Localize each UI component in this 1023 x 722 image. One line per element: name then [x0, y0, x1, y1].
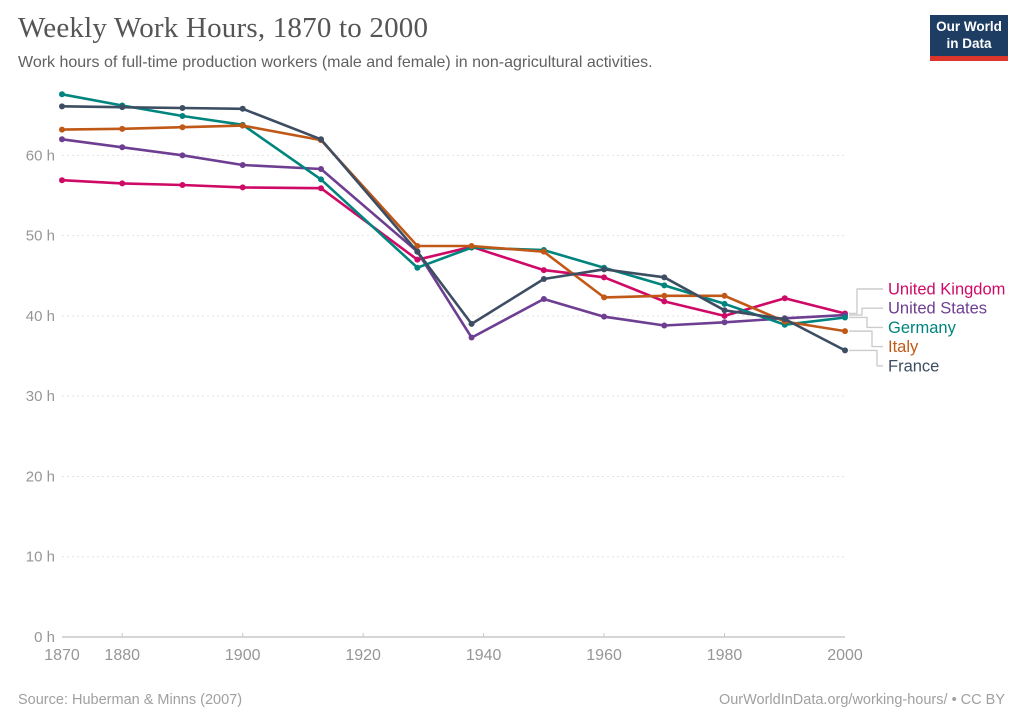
y-axis-label-40h: 40 h [26, 308, 55, 325]
legend-label-italy[interactable]: Italy [888, 338, 919, 356]
data-point-france-1950[interactable] [540, 275, 547, 282]
data-point-united-states-1960[interactable] [601, 313, 608, 320]
chart-subtitle: Work hours of full-time production worke… [18, 54, 653, 71]
legend-label-united-kingdom[interactable]: United Kingdom [888, 281, 1005, 299]
data-point-france-1990[interactable] [781, 316, 788, 323]
data-point-united-kingdom-1880[interactable] [119, 180, 126, 187]
data-point-united-kingdom-1890[interactable] [179, 182, 186, 189]
data-point-germany-1870[interactable] [59, 91, 65, 98]
data-point-germany-1929[interactable] [414, 264, 421, 271]
data-point-united-kingdom-1960[interactable] [601, 274, 608, 281]
series-line-united-kingdom[interactable] [60, 178, 847, 318]
data-point-italy-1950[interactable] [540, 248, 547, 255]
data-point-united-kingdom-1990[interactable] [781, 295, 788, 302]
owid-logo-accent-bar [930, 56, 1008, 61]
data-point-united-states-1870[interactable] [59, 136, 65, 143]
data-point-germany-1970[interactable] [661, 282, 668, 289]
data-point-germany-1913[interactable] [317, 176, 324, 183]
data-point-united-states-1890[interactable] [179, 152, 186, 159]
x-axis-label-1870: 1870 [44, 647, 80, 664]
data-point-france-1913[interactable] [317, 136, 324, 143]
data-point-france-1900[interactable] [239, 105, 246, 112]
data-point-united-states-1900[interactable] [239, 161, 246, 168]
x-axis-label-1940: 1940 [466, 647, 502, 664]
data-point-united-states-1880[interactable] [119, 144, 126, 151]
legend-label-france[interactable]: France [888, 357, 939, 375]
legend-label-germany[interactable]: Germany [888, 319, 957, 337]
data-point-italy-1980[interactable] [721, 292, 728, 299]
data-point-germany-1890[interactable] [179, 112, 186, 119]
x-axis-label-1880: 1880 [104, 647, 140, 664]
data-point-france-1980[interactable] [721, 307, 728, 314]
data-point-united-kingdom-1900[interactable] [239, 184, 246, 191]
data-point-france-2000[interactable] [842, 347, 848, 354]
data-point-united-kingdom-1980[interactable] [721, 312, 728, 319]
chart-footer: Source: Huberman & Minns (2007) OurWorld… [18, 690, 1005, 710]
source-text: Source: Huberman & Minns (2007) [18, 692, 243, 708]
data-point-france-1970[interactable] [661, 274, 668, 281]
legend-connector-italy [849, 330, 883, 348]
x-axis-label-1920: 1920 [345, 647, 381, 664]
y-axis-label-30h: 30 h [26, 388, 55, 405]
y-axis-label-20h: 20 h [26, 468, 55, 485]
data-point-united-kingdom-1950[interactable] [540, 267, 547, 274]
data-point-france-1960[interactable] [601, 266, 608, 273]
data-point-united-kingdom-1929[interactable] [414, 256, 421, 263]
data-point-united-states-1913[interactable] [317, 165, 324, 172]
data-point-france-1890[interactable] [179, 104, 186, 111]
x-axis-label-1980: 1980 [707, 647, 743, 664]
series-line-germany[interactable] [60, 93, 847, 327]
x-axis-label-2000: 2000 [827, 647, 863, 664]
data-point-italy-1970[interactable] [661, 292, 668, 299]
y-axis-label-0h: 0 h [34, 629, 55, 646]
owid-logo-box: Our World in Data [930, 15, 1008, 56]
data-point-france-1938[interactable] [468, 320, 475, 327]
owid-logo[interactable]: Our World in Data [930, 15, 1008, 61]
data-point-germany-1980[interactable] [721, 300, 728, 307]
attribution-link[interactable]: OurWorldInData.org/working-hours/ • CC B… [718, 692, 1005, 708]
legend-connector-united-kingdom [849, 288, 883, 315]
chart-title: Weekly Work Hours, 1870 to 2000 [18, 12, 429, 44]
data-point-united-states-1980[interactable] [721, 319, 728, 326]
data-point-italy-1900[interactable] [239, 122, 246, 129]
y-axis-label-60h: 60 h [26, 147, 55, 164]
x-axis-label-1960: 1960 [586, 647, 622, 664]
data-point-italy-1960[interactable] [601, 294, 608, 301]
series-line-united-states[interactable] [60, 138, 847, 339]
data-point-united-kingdom-1870[interactable] [59, 177, 65, 184]
y-axis-label-10h: 10 h [26, 549, 55, 566]
data-point-italy-1880[interactable] [119, 125, 126, 132]
data-point-italy-1890[interactable] [179, 124, 186, 131]
data-point-italy-1870[interactable] [59, 126, 65, 133]
legend-connector-germany [849, 316, 883, 329]
data-point-france-1929[interactable] [414, 248, 421, 255]
owid-logo-line1: Our World [936, 18, 1002, 34]
data-point-united-kingdom-1970[interactable] [661, 298, 668, 305]
y-axis-label-50h: 50 h [26, 228, 55, 245]
data-point-germany-2000[interactable] [842, 314, 848, 321]
data-point-united-states-1938[interactable] [468, 334, 475, 341]
data-point-france-1880[interactable] [119, 104, 126, 111]
data-point-italy-1938[interactable] [468, 243, 475, 250]
data-point-italy-2000[interactable] [842, 328, 848, 335]
data-point-united-states-1950[interactable] [540, 296, 547, 303]
data-point-france-1870[interactable] [59, 103, 65, 110]
data-point-united-states-1970[interactable] [661, 322, 668, 329]
data-point-italy-1929[interactable] [414, 243, 421, 250]
owid-logo-line2: in Data [946, 35, 992, 51]
legend-connector-france [849, 349, 883, 367]
x-axis-label-1900: 1900 [225, 647, 261, 664]
legend-label-united-states[interactable]: United States [888, 300, 987, 318]
legend-connector-united-states [849, 307, 883, 316]
data-point-united-kingdom-1913[interactable] [317, 185, 324, 192]
